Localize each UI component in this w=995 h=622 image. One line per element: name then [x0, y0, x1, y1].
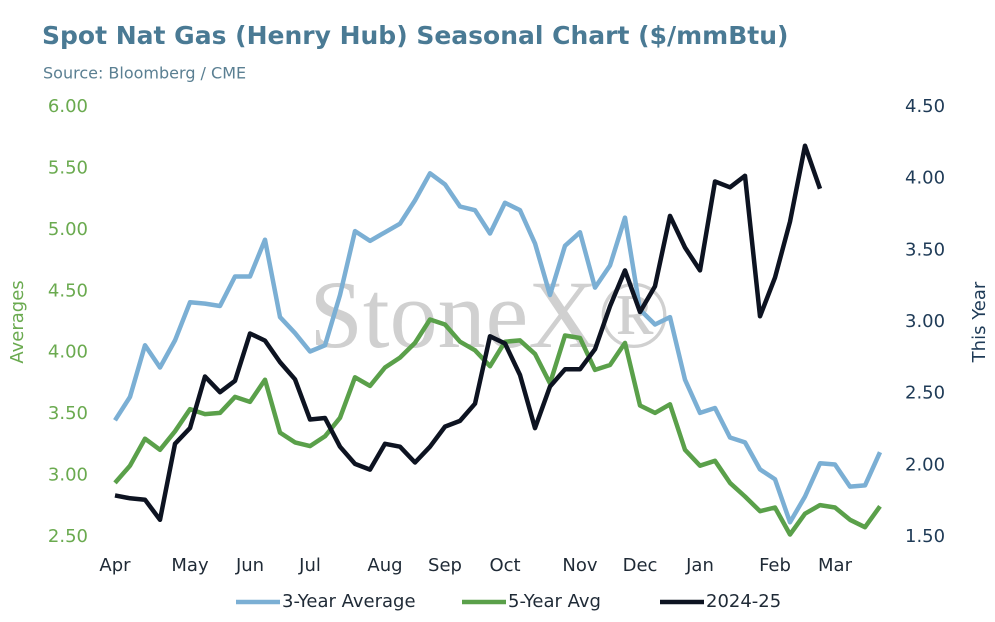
legend-label: 5-Year Avg [508, 591, 601, 612]
y2-tick-label: 1.50 [905, 526, 945, 547]
x-tick-label: Dec [623, 555, 658, 576]
x-tick-label: Jun [235, 555, 264, 576]
legend-label: 2024-25 [706, 591, 781, 612]
x-tick-label: Jan [685, 555, 714, 576]
y2-tick-label: 4.00 [905, 168, 945, 189]
y-tick-label: 3.00 [48, 465, 88, 486]
chart-title: Spot Nat Gas (Henry Hub) Seasonal Chart … [42, 21, 788, 50]
chart-subtitle: Source: Bloomberg / CME [43, 64, 246, 83]
x-tick-label: Oct [489, 555, 520, 576]
y-tick-label: 6.00 [48, 96, 88, 117]
x-tick-label: Jul [298, 555, 321, 576]
y-tick-label: 2.50 [48, 526, 88, 547]
x-tick-label: Feb [759, 555, 791, 576]
y2-tick-label: 3.50 [905, 239, 945, 260]
y-tick-label: 3.50 [48, 403, 88, 424]
y-tick-label: 5.50 [48, 157, 88, 178]
y2-tick-label: 2.00 [905, 454, 945, 475]
y2-axis-title: This Year [969, 281, 990, 363]
x-tick-label: Apr [99, 555, 131, 576]
series-line [113, 171, 883, 525]
y-tick-label: 5.00 [48, 219, 88, 240]
y-axis-title: Averages [7, 280, 28, 363]
legend-label: 3-Year Average [282, 591, 416, 612]
series-line [113, 317, 882, 537]
watermark: StoneX® [310, 261, 671, 368]
series-line [114, 143, 823, 523]
y-tick-label: 4.00 [48, 342, 88, 363]
y-tick-label: 4.50 [48, 280, 88, 301]
y2-tick-label: 2.50 [905, 383, 945, 404]
y2-tick-label: 4.50 [905, 96, 945, 117]
x-tick-label: Sep [428, 555, 462, 576]
y2-tick-label: 3.00 [905, 311, 945, 332]
x-tick-label: May [171, 555, 209, 576]
x-tick-label: Aug [367, 555, 402, 576]
x-tick-label: Nov [562, 555, 597, 576]
x-tick-label: Mar [818, 555, 853, 576]
